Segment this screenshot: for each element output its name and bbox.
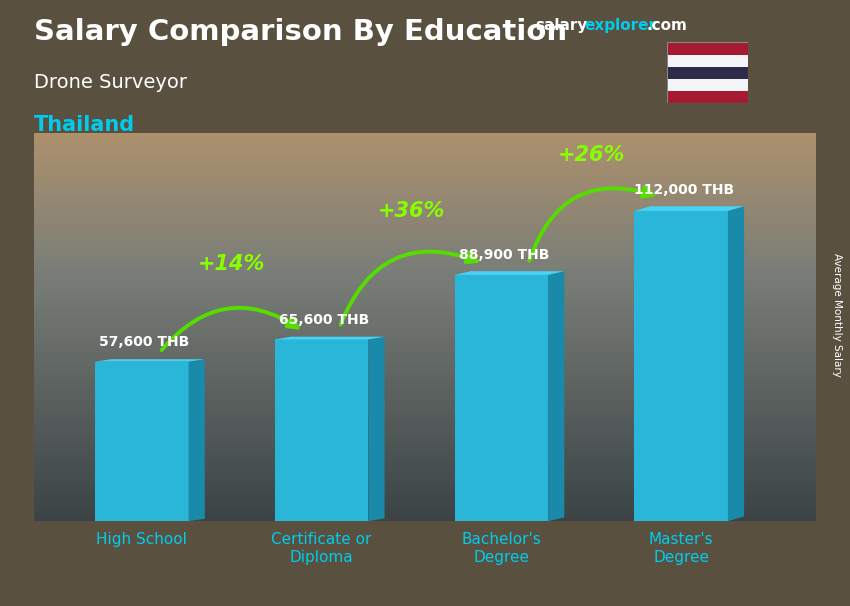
Text: .com: .com [646, 18, 687, 33]
Polygon shape [634, 206, 744, 211]
Polygon shape [95, 362, 189, 521]
Text: 88,900 THB: 88,900 THB [459, 248, 549, 262]
Polygon shape [95, 359, 205, 362]
Bar [667, 79, 748, 91]
Text: +36%: +36% [378, 201, 445, 221]
Polygon shape [368, 337, 384, 521]
Bar [667, 55, 748, 67]
FancyArrowPatch shape [530, 187, 653, 261]
Text: Average Monthly Salary: Average Monthly Salary [832, 253, 842, 377]
Polygon shape [455, 271, 564, 275]
Text: Salary Comparison By Education: Salary Comparison By Education [34, 18, 567, 46]
Bar [667, 42, 748, 55]
Polygon shape [455, 275, 548, 521]
Polygon shape [634, 211, 728, 521]
Text: explorer: explorer [585, 18, 657, 33]
Text: 112,000 THB: 112,000 THB [634, 183, 734, 197]
Text: +26%: +26% [558, 145, 625, 165]
Bar [667, 91, 748, 103]
Text: 57,600 THB: 57,600 THB [99, 335, 190, 349]
Polygon shape [275, 339, 368, 521]
Text: 65,600 THB: 65,600 THB [279, 313, 370, 327]
Polygon shape [548, 271, 564, 521]
Polygon shape [275, 337, 384, 339]
FancyArrowPatch shape [162, 308, 298, 350]
Text: +14%: +14% [198, 253, 265, 273]
Text: Thailand: Thailand [34, 115, 135, 135]
Polygon shape [189, 359, 205, 521]
Text: salary: salary [536, 18, 588, 33]
FancyArrowPatch shape [341, 251, 477, 325]
Polygon shape [728, 206, 744, 521]
Bar [667, 67, 748, 79]
Text: Drone Surveyor: Drone Surveyor [34, 73, 187, 92]
